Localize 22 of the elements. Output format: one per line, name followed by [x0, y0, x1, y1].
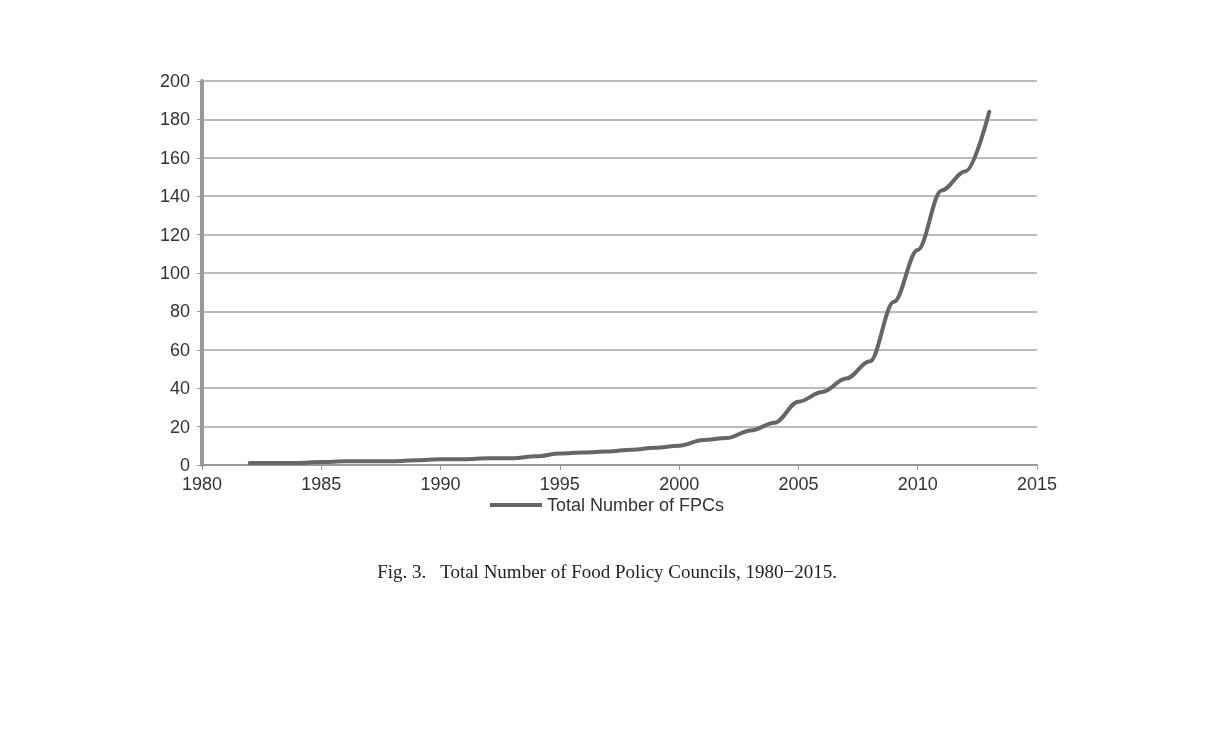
x-tick-label: 2005	[778, 474, 819, 494]
y-tick-label: 120	[159, 224, 190, 245]
y-tick-label: 200	[159, 71, 190, 91]
x-tick-label: 1985	[301, 474, 342, 494]
y-tick-label: 180	[159, 109, 190, 130]
y-tick-label: 20	[169, 416, 190, 437]
line-series	[247, 109, 992, 466]
x-tick-label: 1995	[539, 474, 580, 494]
y-tick-label: 0	[179, 455, 190, 475]
y-tick-label: 160	[159, 147, 190, 168]
y-tick-label: 100	[159, 263, 190, 283]
legend-label: Total Number of FPCs	[546, 495, 725, 515]
y-tick-label: 140	[159, 186, 190, 207]
x-tick-label: 2000	[659, 474, 700, 494]
x-tick-label: 1990	[420, 474, 461, 494]
y-tick-label: 60	[169, 339, 190, 360]
x-tick-label: 2015	[1016, 474, 1058, 494]
y-tick-label: 40	[169, 378, 190, 399]
x-tick-label: 1980	[181, 474, 223, 494]
y-tick-label: 80	[169, 301, 190, 322]
x-tick-label: 2010	[897, 474, 938, 494]
text: Fig. 3. Total Number of Food Policy Councils, 1980−2015.	[377, 561, 837, 582]
